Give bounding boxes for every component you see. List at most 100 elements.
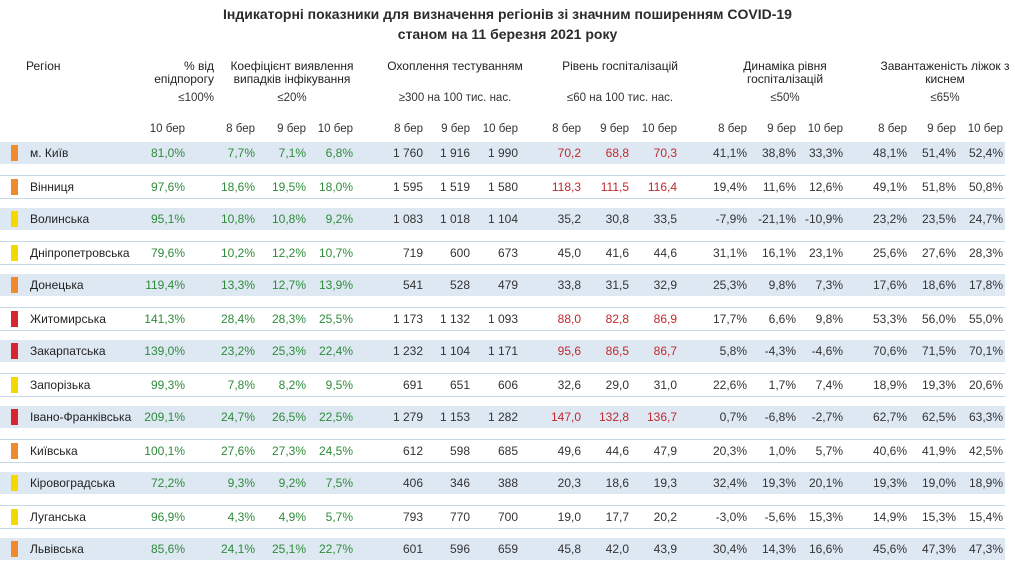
oxygen-cell: 24,7% [968, 212, 1003, 226]
oxygen-cell: 62,7% [872, 410, 907, 424]
detection-cell: 25,5% [318, 312, 353, 326]
region-name: Луганська [30, 510, 86, 524]
detection-cell: 7,1% [278, 146, 306, 160]
testing-cell: 1 083 [392, 212, 423, 226]
testing-cell: 528 [449, 278, 470, 292]
date-header-det-9: 9 бер [277, 123, 306, 135]
hospital-cell: 118,3 [551, 180, 581, 194]
dynamics-cell: 20,1% [808, 476, 843, 490]
testing-cell: 1 153 [439, 410, 470, 424]
testing-cell: 1 519 [439, 180, 470, 194]
date-header-oxy-9: 9 бер [927, 123, 956, 135]
date-header-hosp-10: 10 бер [641, 123, 677, 135]
hospital-cell: 136,7 [646, 410, 677, 424]
hospital-cell: 86,9 [653, 312, 677, 326]
detection-cell: 18,0% [318, 180, 353, 194]
zone-marker [11, 145, 18, 161]
dynamics-cell: 31,1% [712, 246, 747, 260]
hospital-cell: 33,5 [653, 212, 677, 226]
hospital-cell: 35,2 [557, 212, 581, 226]
oxygen-cell: 56,0% [921, 312, 956, 326]
oxygen-cell: 25,6% [872, 246, 907, 260]
oxygen-cell: 19,3% [872, 476, 907, 490]
detection-cell: 9,2% [325, 212, 353, 226]
page-title: Індикаторні показники для визначення рег… [0, 4, 1015, 44]
pct-threshold-cell: 119,4% [145, 278, 185, 292]
testing-cell: 1 916 [439, 146, 470, 160]
hospital-cell: 44,6 [653, 246, 677, 260]
testing-cell: 596 [449, 542, 470, 556]
detection-cell: 7,5% [325, 476, 353, 490]
pct-threshold-cell: 141,3% [144, 312, 185, 326]
testing-cell: 1 595 [392, 180, 423, 194]
zone-marker [11, 443, 18, 459]
region-name: Запорізька [30, 378, 91, 392]
testing-cell: 600 [449, 246, 470, 260]
testing-cell: 541 [402, 278, 423, 292]
table-row: Луганська 96,9% 4,3% 4,9% 5,7% 793 770 700 19,0 1… [0, 505, 1005, 529]
hospital-cell: 32,6 [557, 378, 581, 392]
dynamics-cell: -6,8% [764, 410, 796, 424]
detection-cell: 23,2% [220, 344, 255, 358]
oxygen-cell: 70,1% [968, 344, 1003, 358]
hospital-cell: 19,3 [653, 476, 677, 490]
header-pct-threshold: % від епідпорогу [154, 59, 214, 86]
region-name: Житомирська [30, 312, 106, 326]
header-detection: Коефіцієнт виявлення випадків інфікуванн… [230, 59, 354, 86]
dynamics-cell: -3,0% [715, 510, 747, 524]
oxygen-cell: 71,5% [921, 344, 956, 358]
testing-cell: 606 [497, 378, 518, 392]
testing-cell: 406 [402, 476, 423, 490]
zone-marker [11, 509, 18, 525]
detection-cell: 22,7% [318, 542, 353, 556]
detection-cell: 4,3% [227, 510, 255, 524]
hospital-cell: 70,3 [653, 146, 677, 160]
hospital-cell: 45,0 [557, 246, 581, 260]
dynamics-cell: -7,9% [715, 212, 747, 226]
detection-cell: 6,8% [325, 146, 353, 160]
detection-cell: 27,3% [271, 444, 306, 458]
hospital-cell: 88,0 [557, 312, 581, 326]
hospital-cell: 116,4 [647, 180, 677, 194]
hospital-cell: 86,7 [653, 344, 677, 358]
testing-cell: 612 [402, 444, 423, 458]
title-line-1: Індикаторні показники для визначення рег… [223, 6, 792, 22]
oxygen-cell: 18,9% [872, 378, 907, 392]
testing-cell: 770 [449, 510, 470, 524]
pct-threshold-cell: 139,0% [144, 344, 185, 358]
detection-cell: 10,8% [220, 212, 255, 226]
dynamics-cell: 38,8% [761, 146, 796, 160]
oxygen-cell: 49,1% [872, 180, 907, 194]
dynamics-cell: -2,7% [811, 410, 843, 424]
testing-cell: 1 171 [487, 344, 518, 358]
detection-cell: 10,7% [318, 246, 353, 260]
oxygen-cell: 51,4% [921, 146, 956, 160]
hospital-cell: 111,5 [600, 180, 629, 194]
date-header-test-8: 8 бер [394, 123, 423, 135]
date-header-det-8: 8 бер [226, 123, 255, 135]
pct-threshold-cell: 85,6% [150, 542, 185, 556]
detection-cell: 19,5% [271, 180, 306, 194]
date-header-det-10: 10 бер [317, 123, 353, 135]
dynamics-cell: 30,4% [712, 542, 747, 556]
date-header-dyn-10: 10 бер [807, 123, 843, 135]
testing-cell: 346 [449, 476, 470, 490]
detection-cell: 10,2% [220, 246, 255, 260]
zone-marker [11, 311, 18, 327]
hospital-cell: 45,8 [557, 542, 581, 556]
table-row: Волинська 95,1% 10,8% 10,8% 9,2% 1 083 1 018 1 … [0, 208, 1005, 230]
testing-cell: 700 [497, 510, 518, 524]
hospital-cell: 82,8 [605, 312, 629, 326]
testing-cell: 685 [497, 444, 518, 458]
pct-threshold-cell: 96,9% [150, 510, 185, 524]
dynamics-cell: -21,1% [757, 212, 796, 226]
oxygen-cell: 19,3% [921, 378, 956, 392]
oxygen-cell: 52,4% [968, 146, 1003, 160]
threshold-testing: ≥300 на 100 тис. нас. [398, 92, 512, 104]
detection-cell: 28,4% [220, 312, 255, 326]
hospital-cell: 68,8 [605, 146, 629, 160]
threshold-detection: ≤20% [277, 92, 307, 104]
oxygen-cell: 18,6% [921, 278, 956, 292]
oxygen-cell: 23,2% [872, 212, 907, 226]
table-row: Кіровоградська 72,2% 9,3% 9,2% 7,5% 406 346 388… [0, 472, 1005, 494]
